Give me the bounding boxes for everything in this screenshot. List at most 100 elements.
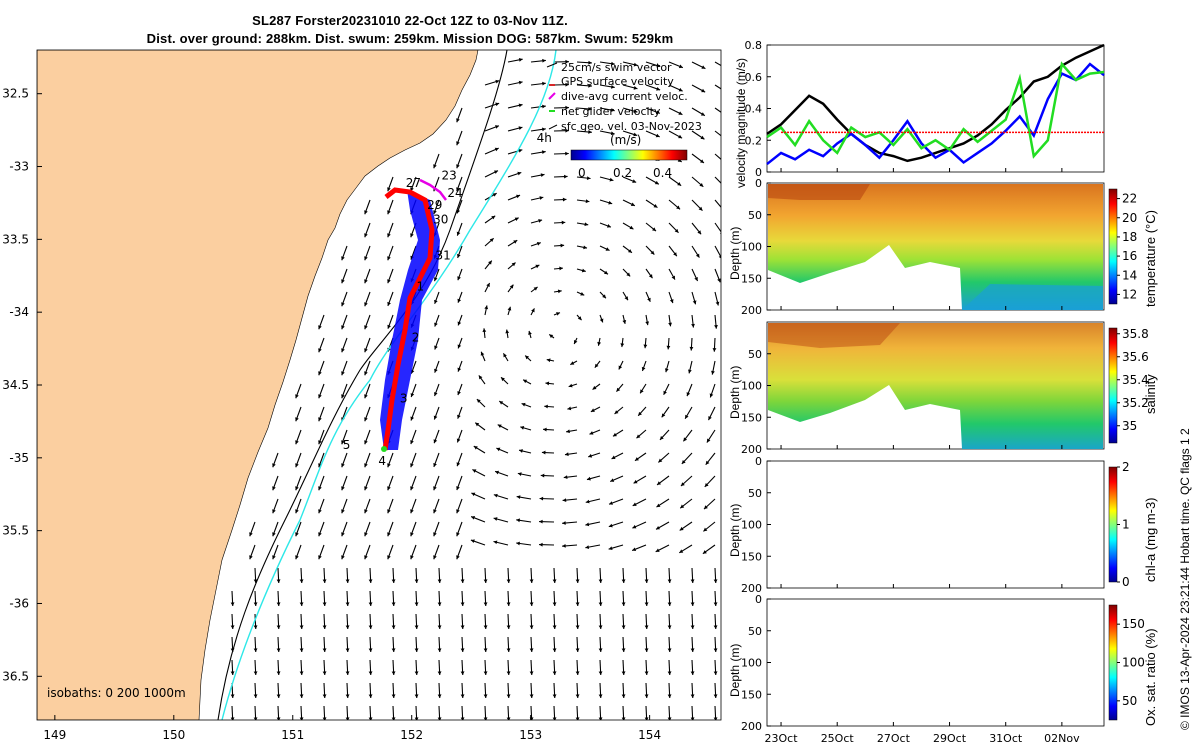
quiver-head xyxy=(345,648,350,652)
quiver-head xyxy=(701,88,706,93)
quiver-head xyxy=(652,227,656,232)
cbar-tick-label: 0 xyxy=(1122,575,1130,589)
quiver-head xyxy=(471,516,476,520)
quiver-head xyxy=(611,455,616,459)
quiver-head xyxy=(295,394,299,399)
quiver-head xyxy=(253,694,258,698)
quiver-head xyxy=(493,493,498,498)
quiver-head xyxy=(494,170,499,174)
quiver-head xyxy=(495,102,500,107)
quiver-head xyxy=(669,299,674,304)
quiver-head xyxy=(457,276,461,281)
velocity-panel: 0 0.2 0.4 0.6 0.8 xyxy=(745,39,1105,179)
quiver-head xyxy=(272,509,276,514)
quiver-head xyxy=(437,602,442,606)
quiver-head xyxy=(299,625,304,629)
coastline-land xyxy=(37,50,479,720)
quiver-head xyxy=(552,694,557,698)
chl-section xyxy=(766,460,1105,589)
quiver-head xyxy=(608,200,613,205)
quiver-head xyxy=(575,671,580,675)
quiver-head xyxy=(644,602,649,606)
quiver-head xyxy=(433,164,437,169)
quiver-head xyxy=(564,452,569,457)
quiver-head xyxy=(364,440,368,445)
quiver-head xyxy=(588,130,592,134)
quiver-head xyxy=(691,323,695,328)
quiver-head xyxy=(559,266,563,271)
quiver-head xyxy=(657,481,662,485)
depth-tick-label: 0 xyxy=(755,593,762,606)
quiver-head xyxy=(594,363,599,368)
quiver-head xyxy=(552,579,557,583)
day-label: 5 xyxy=(343,438,351,452)
quiver-head xyxy=(556,312,560,316)
quiver-head xyxy=(457,298,462,303)
quiver-head xyxy=(699,183,704,187)
quiver-head xyxy=(460,625,465,629)
quiver-head xyxy=(391,694,396,698)
quiver-head xyxy=(609,501,613,505)
quiver-head xyxy=(700,112,705,116)
quiver-head xyxy=(598,648,603,652)
quiver-head xyxy=(705,460,710,465)
quiver-head xyxy=(414,694,419,698)
oxygen-ylabel: Depth (m) xyxy=(728,643,742,697)
quiver-head xyxy=(456,141,460,146)
quiver-head xyxy=(644,694,649,698)
quiver-head xyxy=(667,671,672,675)
quiver-head xyxy=(322,579,327,583)
quiver-head xyxy=(483,671,488,675)
quiver-head xyxy=(517,472,522,476)
quiver-head xyxy=(598,579,603,583)
quiver-head xyxy=(627,249,632,253)
quiver-head xyxy=(520,426,525,430)
quiver-head xyxy=(364,532,368,537)
quiver-head xyxy=(433,462,437,467)
quiver-head xyxy=(460,671,465,675)
colorbar-unit-label: (m/s) xyxy=(610,133,641,147)
quiver-head xyxy=(456,231,461,236)
quiver-head xyxy=(581,268,586,273)
velocity-ytick-label: 0.2 xyxy=(745,134,763,147)
quiver-head xyxy=(521,402,526,407)
quiver-head xyxy=(584,222,589,227)
quiver-head xyxy=(633,132,638,137)
depth-tick-label: 200 xyxy=(741,304,762,317)
quiver-head xyxy=(668,322,672,327)
quiver-arrow xyxy=(714,176,721,184)
quiver-head xyxy=(318,371,322,376)
surface-velocity-arrows xyxy=(230,57,721,720)
quiver-head xyxy=(689,346,694,351)
quiver-head xyxy=(706,438,711,443)
quiver-head xyxy=(387,555,391,560)
quiver-head xyxy=(580,292,585,296)
quiver-head xyxy=(433,509,437,514)
legend-label-2: GPS surface velocity xyxy=(561,75,674,88)
quiver-head xyxy=(493,540,498,545)
quiver-head xyxy=(681,460,686,464)
quiver-head xyxy=(364,463,368,468)
quiver-head xyxy=(621,717,626,720)
quiver-head xyxy=(318,394,322,399)
quiver-head xyxy=(253,717,258,720)
quiver-head xyxy=(598,694,603,698)
cbar-tick-label: 50 xyxy=(1122,694,1137,708)
velocity-series-dive-avg-current xyxy=(766,62,1105,166)
quiver-head xyxy=(685,414,689,419)
quiver-head xyxy=(678,111,683,115)
quiver-head xyxy=(588,83,592,88)
quiver-head xyxy=(387,187,391,192)
quiver-head xyxy=(249,555,253,560)
quiver-head xyxy=(483,602,488,606)
depth-tick-label: 50 xyxy=(748,625,762,638)
quiver-head xyxy=(410,440,414,445)
quiver-head xyxy=(364,394,368,399)
quiver-head xyxy=(667,625,672,629)
day-label: 4 xyxy=(378,454,386,468)
quiver-head xyxy=(606,224,611,228)
time-tick-label: 25Oct xyxy=(821,732,855,745)
quiver-head xyxy=(644,625,649,629)
quiver-head xyxy=(604,270,608,275)
quiver-head xyxy=(586,476,591,481)
